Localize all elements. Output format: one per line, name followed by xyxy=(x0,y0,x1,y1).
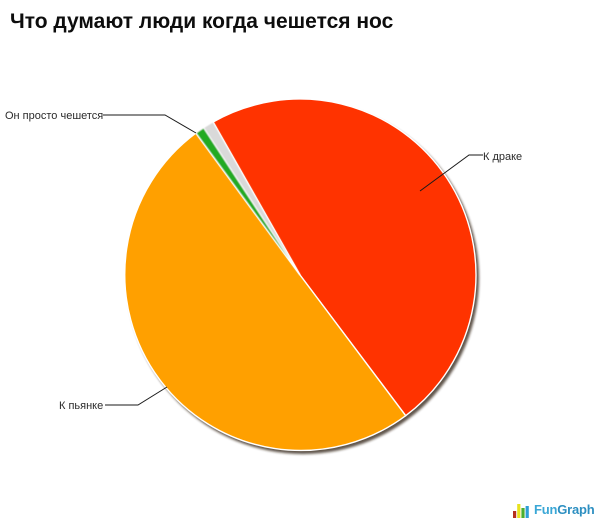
svg-text:К драке: К драке xyxy=(483,151,522,163)
svg-text:Он просто чешется: Он просто чешется xyxy=(5,110,103,122)
svg-text:К пьянке: К пьянке xyxy=(59,400,103,412)
